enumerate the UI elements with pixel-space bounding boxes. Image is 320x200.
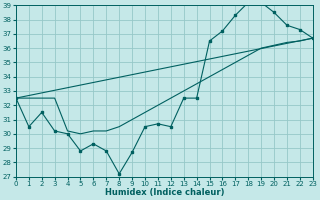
X-axis label: Humidex (Indice chaleur): Humidex (Indice chaleur) (105, 188, 224, 197)
